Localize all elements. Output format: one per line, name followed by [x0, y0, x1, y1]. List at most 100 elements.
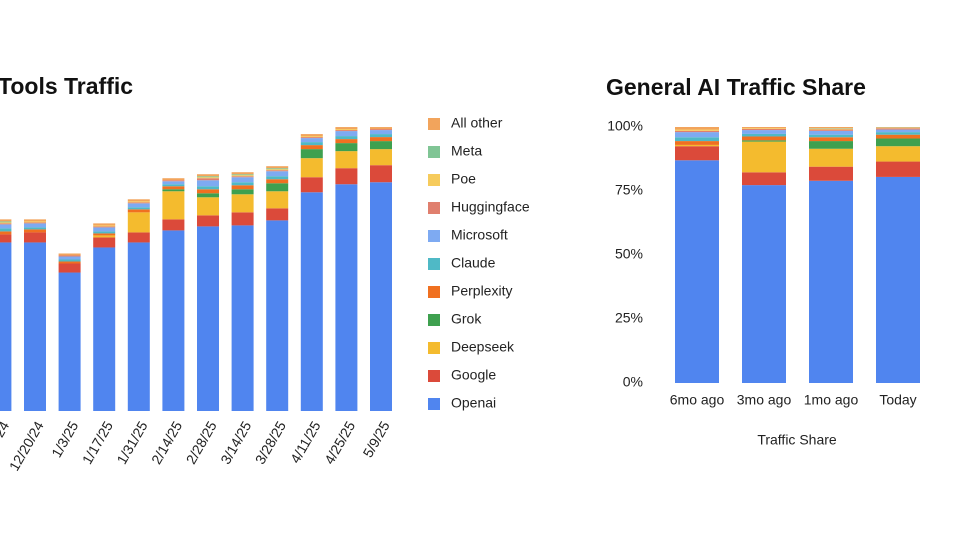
bar-segment — [335, 136, 358, 140]
bar-segment — [197, 193, 219, 198]
bar-segment — [58, 256, 81, 260]
bar-segment — [742, 133, 786, 137]
bar-segment — [0, 228, 12, 232]
bar-segment — [300, 177, 323, 193]
bar-segment — [335, 139, 358, 144]
bar-segment — [300, 149, 323, 159]
bar-segment — [809, 141, 853, 149]
legend-swatch — [428, 230, 440, 242]
bar-segment — [809, 127, 853, 129]
legend-swatch — [428, 258, 440, 270]
bar-segment — [876, 161, 920, 177]
bar-segment — [127, 201, 150, 203]
bar-segment — [742, 136, 786, 141]
legend-swatch — [428, 370, 440, 382]
bar-segment — [162, 230, 185, 411]
bar-segment — [197, 174, 219, 177]
bar-segment — [58, 253, 81, 256]
legend-label: Microsoft — [451, 227, 508, 243]
bar-segment — [127, 212, 150, 233]
bar-segment — [876, 138, 920, 147]
bar-segment — [675, 141, 719, 145]
bar-segment — [231, 182, 254, 186]
bar-segment — [370, 149, 392, 166]
bar-segment — [93, 233, 116, 236]
bar-segment — [127, 207, 150, 210]
bar-segment — [675, 127, 719, 130]
bar-segment — [370, 141, 392, 150]
bar-segment — [742, 127, 786, 129]
legend-swatch — [428, 286, 440, 298]
bar-segment — [0, 221, 12, 223]
bar-segment — [197, 177, 219, 179]
bar-segment — [24, 223, 46, 228]
bar-segment — [24, 232, 46, 243]
legend-swatch — [428, 174, 440, 186]
bar-segment — [162, 181, 185, 185]
bar-segment — [266, 169, 289, 171]
bar-segment — [58, 263, 81, 273]
bar-segment — [335, 131, 358, 137]
bar-segment — [876, 146, 920, 162]
bar-segment — [197, 186, 219, 190]
bar-segment — [266, 191, 289, 209]
bar-segment — [197, 189, 219, 194]
legend-swatch — [428, 314, 440, 326]
x-tick-label: 3mo ago — [737, 392, 792, 408]
bar-segment — [742, 185, 786, 383]
bar-segment — [197, 215, 219, 227]
bar-segment — [675, 144, 719, 147]
bar-segment — [127, 232, 150, 243]
legend-label: Google — [451, 367, 496, 383]
bar-segment — [231, 185, 254, 190]
bar-segment — [742, 141, 786, 173]
bar-segment — [742, 140, 786, 142]
bar-segment — [0, 222, 12, 224]
bar-segment — [0, 224, 12, 229]
bar-segment — [335, 127, 358, 130]
bar-segment — [809, 130, 853, 135]
legend-label: Claude — [451, 255, 496, 271]
bar-segment — [809, 166, 853, 181]
bar-segment — [58, 255, 81, 257]
bar-segment — [809, 128, 853, 129]
bar-segment — [335, 184, 358, 411]
bar-segment — [370, 165, 392, 183]
bar-segment — [809, 137, 853, 142]
bar-segment — [370, 137, 392, 142]
x-tick-label: 6mo ago — [670, 392, 725, 408]
bar-segment — [127, 199, 150, 202]
bar-segment — [24, 229, 46, 233]
bar-segment — [300, 138, 323, 143]
bar-segment — [809, 128, 853, 130]
bar-segment — [162, 180, 185, 182]
bar-segment — [266, 179, 289, 184]
bar-segment — [58, 259, 81, 262]
bar-segment — [162, 184, 185, 187]
bar-segment — [0, 242, 12, 411]
bar-segment — [300, 134, 323, 137]
bar-segment — [742, 128, 786, 129]
x-tick-label: Today — [879, 392, 916, 408]
bar-segment — [24, 242, 46, 411]
bar-segment — [93, 235, 116, 238]
bar-segment — [675, 146, 719, 161]
bar-segment — [197, 178, 219, 181]
bar-segment — [231, 225, 254, 411]
bar-segment — [876, 134, 920, 139]
legend-label: Grok — [451, 311, 482, 327]
legend-swatch — [428, 118, 440, 130]
bar-segment — [876, 132, 920, 135]
y-tick-label: 0% — [623, 374, 643, 390]
bar-segment — [742, 172, 786, 186]
bar-segment — [0, 219, 12, 222]
bar-segment — [24, 221, 46, 223]
bar-segment — [876, 129, 920, 133]
bar-segment — [93, 247, 116, 411]
y-tick-label: 25% — [615, 310, 643, 326]
bar-segment — [370, 134, 392, 138]
bar-segment — [335, 129, 358, 131]
bar-segment — [93, 237, 116, 248]
bar-segment — [24, 227, 46, 230]
